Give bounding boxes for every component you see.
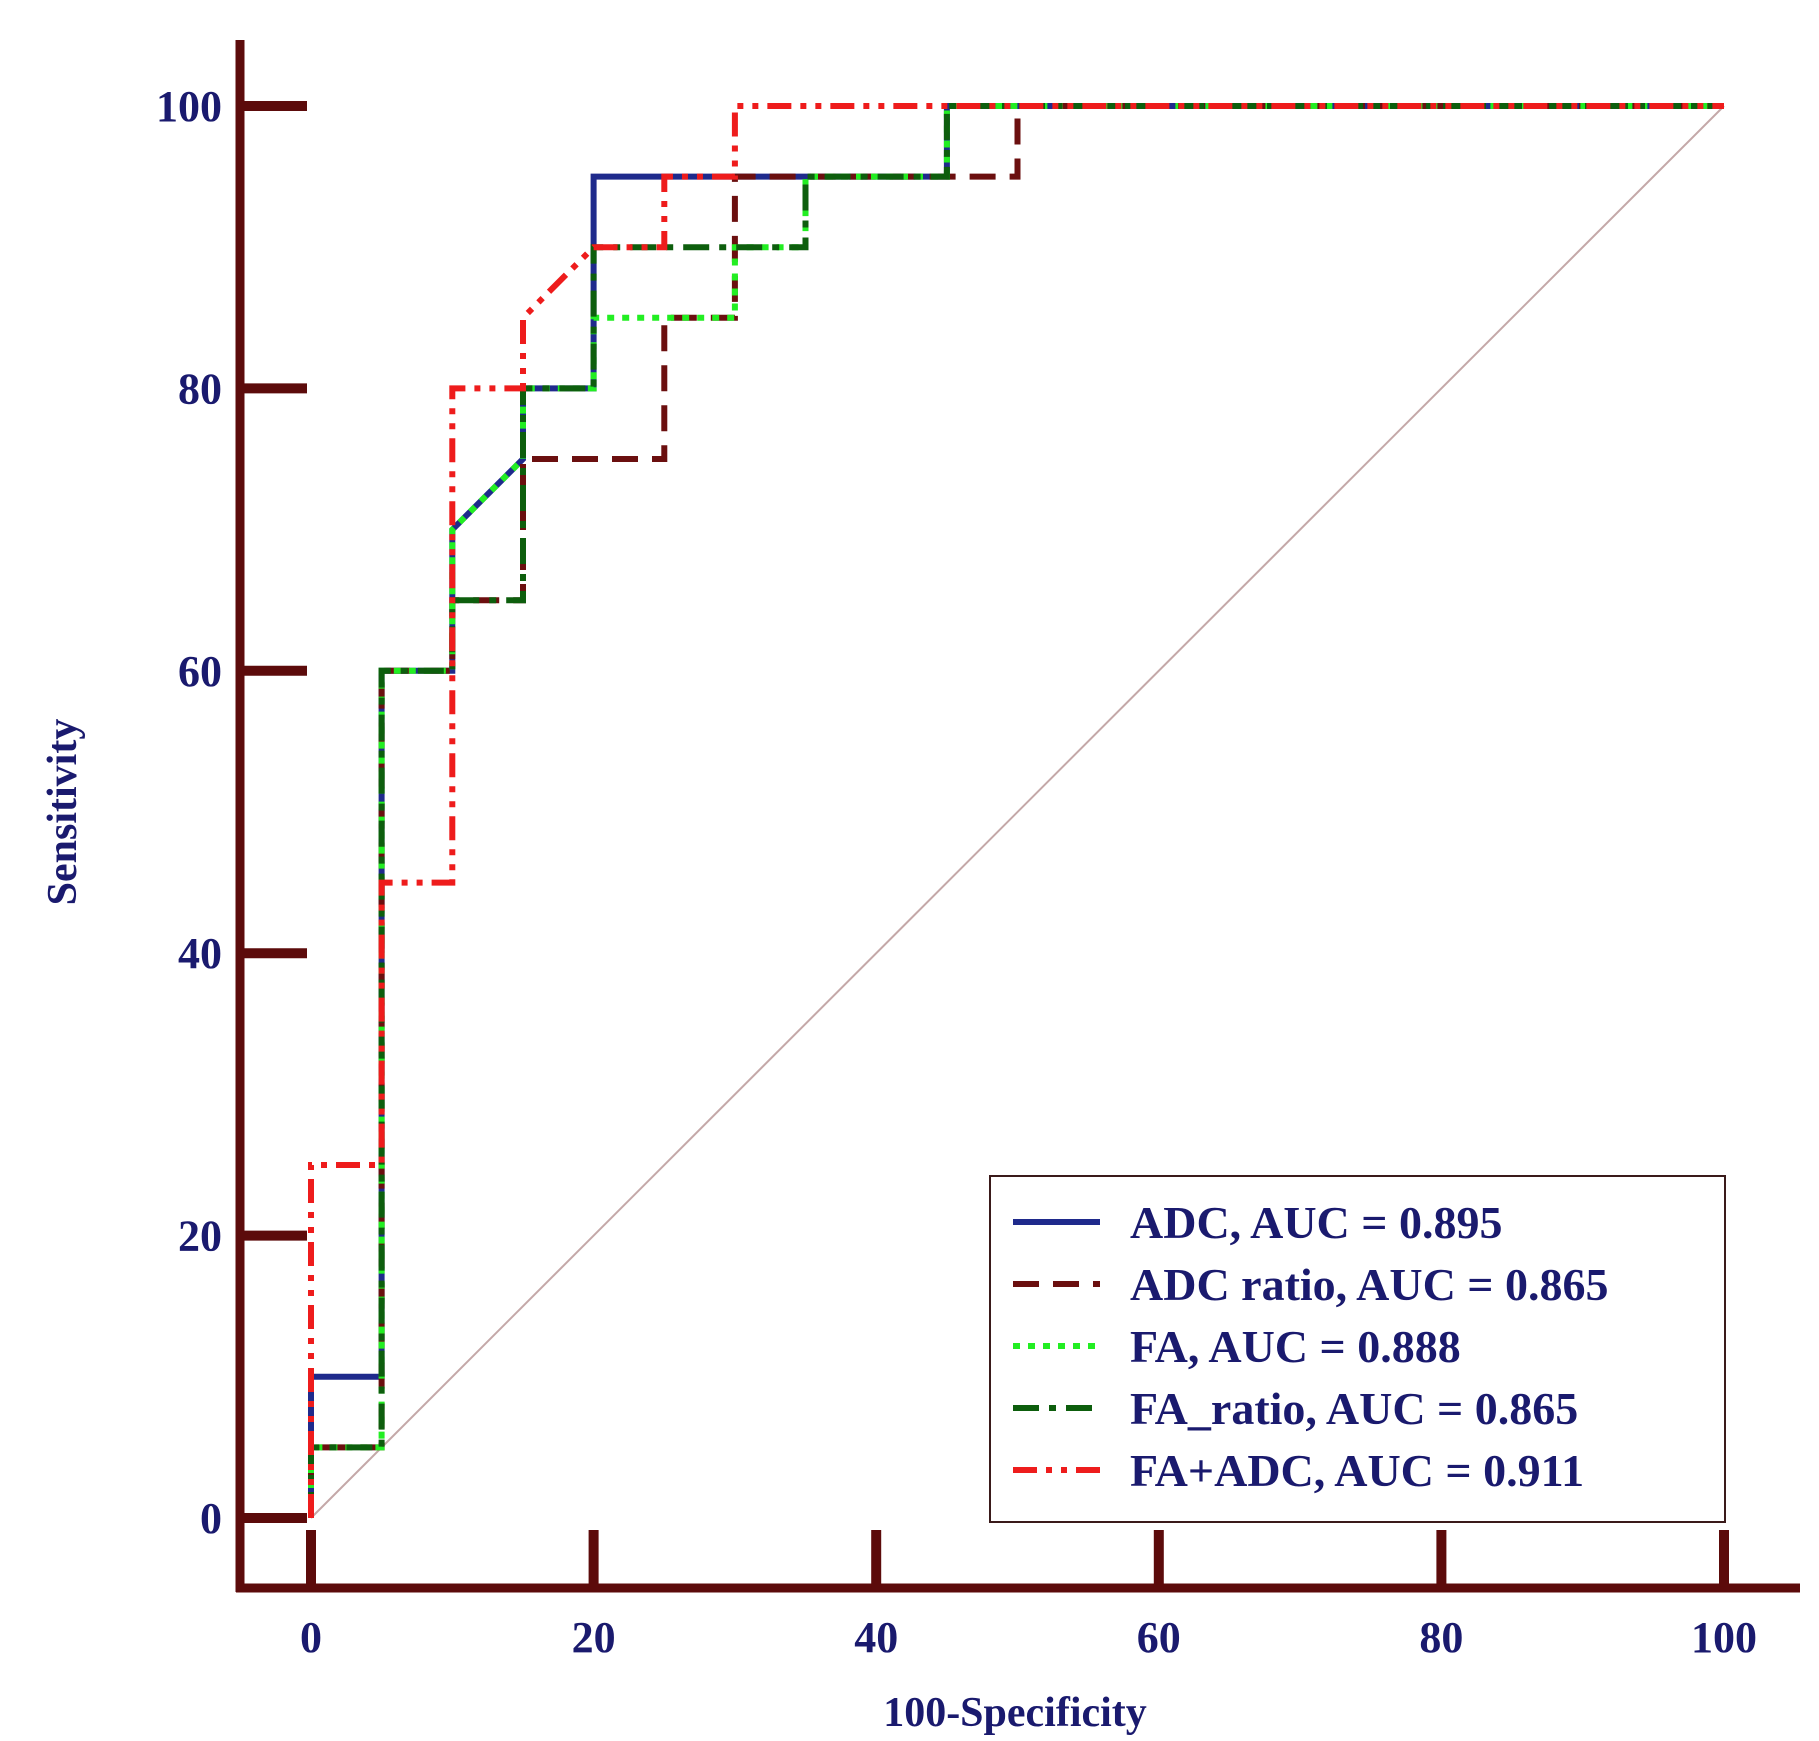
reference-diagonal-line (310, 105, 1725, 1519)
x-tick-label: 60 (1137, 1613, 1181, 1662)
legend-label-5: FA+ADC, AUC = 0.911 (1130, 1445, 1584, 1496)
series-line-3 (308, 103, 1724, 1518)
y-tick-label: 0 (200, 1494, 222, 1543)
legend-label-2: ADC ratio, AUC = 0.865 (1130, 1259, 1609, 1310)
y-axis-title: Sensitivity (40, 719, 86, 906)
ticks-layer: 0 20 40 60 80 100 0 20 40 60 80 100 (156, 82, 1757, 1662)
legend-label-1: ADC, AUC = 0.895 (1130, 1197, 1503, 1248)
axes-layer (235, 40, 1800, 1593)
legend-box (989, 1175, 1726, 1523)
x-tick-label: 0 (300, 1613, 322, 1662)
reference-diagonal-layer (310, 105, 1725, 1519)
legend-label-3: FA, AUC = 0.888 (1130, 1321, 1461, 1372)
y-tick-label: 80 (178, 364, 222, 413)
x-axis-title: 100-Specificity (883, 1690, 1147, 1736)
y-tick-label: 100 (156, 82, 222, 131)
legend-label-4: FA_ratio, AUC = 0.865 (1130, 1383, 1578, 1434)
series-line-2 (308, 103, 1724, 1518)
x-tick-label: 80 (1419, 1613, 1463, 1662)
y-tick-label: 20 (178, 1212, 222, 1261)
y-tick-label: 40 (178, 929, 222, 978)
x-tick-label: 40 (854, 1613, 898, 1662)
y-tick-label: 60 (178, 647, 222, 696)
x-tick-label: 100 (1691, 1613, 1757, 1662)
legend: ADC, AUC = 0.895 ADC ratio, AUC = 0.865 FA… (989, 1175, 1726, 1523)
series-line-5 (308, 103, 1724, 1518)
x-tick-label: 20 (572, 1613, 616, 1662)
roc-curves-layer (308, 103, 1724, 1518)
